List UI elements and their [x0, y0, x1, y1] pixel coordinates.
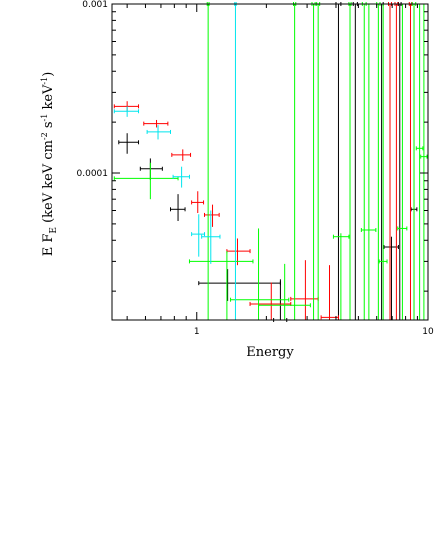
y-title-sup1: -2 — [40, 132, 49, 140]
data-point — [332, 233, 350, 320]
data-point — [113, 162, 179, 200]
data-point — [316, 2, 321, 320]
series-3 — [113, 2, 237, 320]
data-point — [258, 263, 311, 320]
plot-frame — [111, 3, 429, 321]
data-point — [188, 251, 254, 320]
data-point — [191, 214, 205, 257]
data-point — [249, 282, 292, 320]
data-point — [397, 2, 402, 320]
data-point — [411, 2, 417, 320]
data-point — [352, 2, 358, 320]
data-point — [361, 2, 367, 320]
data-point — [170, 194, 186, 222]
data-point — [394, 2, 399, 320]
data-point — [415, 4, 424, 320]
data-point — [139, 158, 163, 180]
data-point — [378, 4, 388, 320]
x-tick-label: 10 — [422, 327, 434, 337]
y-title-base: E F — [41, 234, 56, 257]
x-tick-label: 1 — [194, 327, 200, 337]
data-layer — [113, 2, 428, 322]
y-title-rest4: ) — [41, 72, 56, 77]
y-axis-title: E FE (keV keV cm-2 s-1 keV-1) — [40, 72, 59, 257]
data-point — [191, 191, 205, 213]
y-title-rest3: keV — [41, 84, 56, 114]
data-point — [335, 2, 342, 320]
x-axis-title: Energy — [246, 345, 294, 360]
data-point — [113, 106, 140, 117]
data-point — [348, 2, 352, 320]
data-point — [320, 265, 339, 320]
y-title-rest1: (keV keV cm — [41, 140, 56, 227]
data-point — [171, 149, 192, 161]
data-point — [292, 2, 297, 320]
data-point — [311, 2, 316, 320]
data-point — [143, 119, 169, 128]
data-point — [201, 210, 221, 264]
tick-layer — [112, 3, 429, 320]
data-point — [420, 4, 428, 320]
data-point — [234, 2, 237, 320]
y-title-sup2: -1 — [40, 114, 49, 122]
y-title-sub: E — [49, 227, 59, 234]
data-point — [146, 125, 172, 140]
data-point — [360, 4, 377, 320]
data-point — [376, 2, 381, 320]
series-2 — [113, 2, 428, 320]
data-point — [206, 2, 210, 320]
series-1 — [113, 2, 413, 320]
data-point — [408, 2, 413, 320]
y-title-sup3: -1 — [40, 77, 49, 85]
data-point — [118, 133, 140, 154]
y-title-rest2: s — [41, 121, 56, 132]
data-point — [113, 101, 140, 112]
data-point — [203, 204, 220, 227]
y-tick-label: 0.0001 — [77, 169, 109, 179]
y-tick-label: 0.001 — [82, 0, 108, 10]
data-point — [198, 269, 281, 301]
series-0 — [118, 2, 418, 322]
label-layer: 1 10 0.0001 0.001 — [77, 0, 434, 337]
data-point — [172, 166, 190, 188]
data-point — [397, 4, 408, 320]
